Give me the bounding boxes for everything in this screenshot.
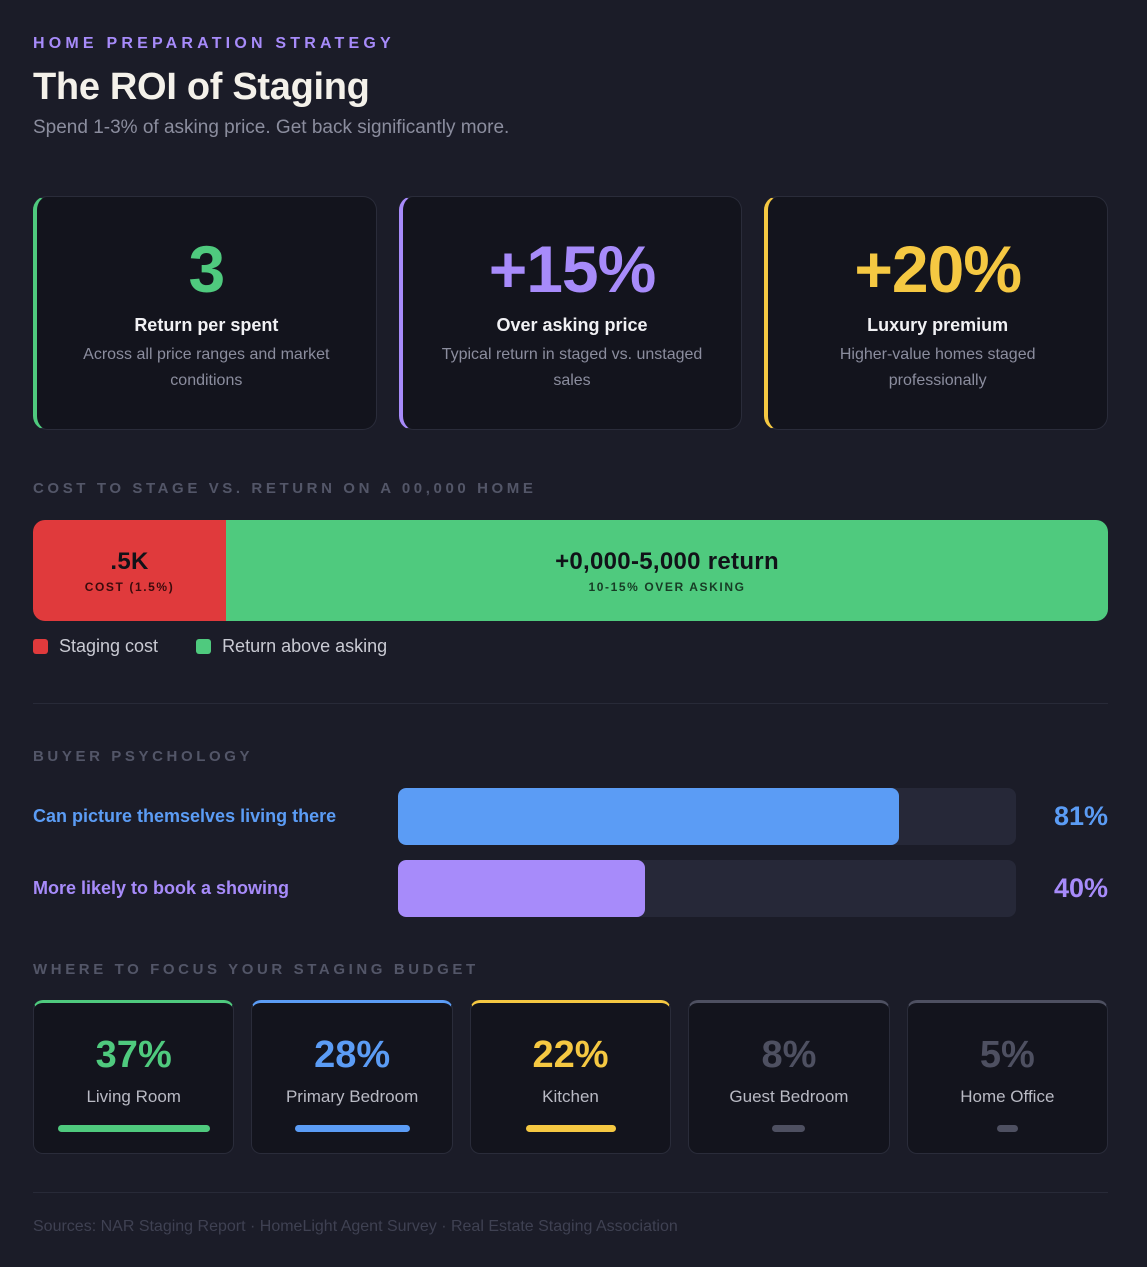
- budget-card-home-office: 5% Home Office: [906, 1000, 1109, 1154]
- budget-percent: 8%: [761, 1034, 817, 1076]
- return-value: +0,000-5,000 return: [555, 547, 779, 575]
- budget-bar: [294, 1125, 410, 1132]
- psychology-fill: [398, 788, 899, 845]
- psychology-value: 40%: [1053, 873, 1108, 903]
- legend-swatch: [33, 639, 48, 654]
- budget-percent: 37%: [95, 1034, 172, 1076]
- psychology-label: Can picture themselves living there: [33, 806, 337, 826]
- divider: [33, 1192, 1108, 1193]
- budget-room: Home Office: [960, 1087, 1055, 1106]
- cost-segment: .5K COST (1.5%): [33, 520, 226, 621]
- stat-desc: Typical return in staged vs. unstaged sa…: [441, 346, 703, 389]
- budget-percent: 28%: [314, 1034, 391, 1076]
- cost-section-label: COST TO STAGE VS. RETURN ON A 00,000 HOM…: [33, 480, 537, 497]
- page-title: The ROI of Staging: [33, 66, 370, 108]
- budget-bar: [996, 1125, 1018, 1132]
- stat-cards: 3 Return per spent Across all price rang…: [33, 196, 1109, 430]
- cost-return-bar: .5K COST (1.5%) +0,000-5,000 return 10-1…: [33, 520, 1108, 621]
- stat-label: Return per spent: [134, 315, 279, 335]
- legend-label: Return above asking: [222, 636, 388, 656]
- psychology-track: [398, 788, 1016, 845]
- psychology-label: More likely to book a showing: [33, 878, 290, 898]
- legend-swatch: [196, 639, 212, 654]
- budget-room: Guest Bedroom: [729, 1087, 849, 1106]
- budget-card-living-room: 37% Living Room: [33, 1000, 235, 1154]
- budget-section-label: WHERE TO FOCUS YOUR STAGING BUDGET: [33, 961, 479, 978]
- stat-desc: Higher-value homes staged professionally: [839, 346, 1036, 389]
- budget-bar: [772, 1125, 806, 1132]
- budget-card-kitchen: 22% Kitchen: [469, 1000, 672, 1154]
- budget-room: Primary Bedroom: [285, 1087, 419, 1106]
- stat-value: 3: [188, 232, 225, 306]
- stat-label: Over asking price: [496, 315, 648, 335]
- budget-bar: [57, 1125, 210, 1132]
- cost-legend: Staging cost Return above asking: [33, 636, 387, 657]
- psychology-value: 81%: [1053, 801, 1108, 831]
- psychology-row-picture: Can picture themselves living there 81%: [33, 788, 1108, 845]
- legend-label: Staging cost: [59, 636, 159, 656]
- budget-card-guest-bedroom: 8% Guest Bedroom: [688, 1000, 890, 1154]
- budget-bar: [525, 1125, 616, 1132]
- psychology-fill: [398, 860, 646, 917]
- divider: [33, 703, 1108, 704]
- return-segment: +0,000-5,000 return 10-15% OVER ASKING: [226, 520, 1108, 621]
- stat-card-return: 3 Return per spent Across all price rang…: [33, 196, 377, 430]
- budget-room: Kitchen: [542, 1087, 599, 1106]
- psychology-track: [398, 860, 1016, 917]
- budget-cards: 37% Living Room 28% Primary Bedroom 22% …: [33, 1000, 1109, 1154]
- sources-footnote: Sources: NAR Staging Report · HomeLight …: [33, 1218, 678, 1235]
- budget-percent: 5%: [979, 1034, 1035, 1076]
- stat-label: Luxury premium: [867, 315, 1009, 335]
- stat-value: +20%: [854, 232, 1022, 306]
- page-subtitle: Spend 1-3% of asking price. Get back sig…: [33, 117, 510, 138]
- stat-card-luxury: +20% Luxury premium Higher-value homes s…: [764, 196, 1109, 430]
- return-sub: 10-15% OVER ASKING: [588, 579, 746, 594]
- budget-percent: 22%: [532, 1034, 609, 1076]
- cost-sub: COST (1.5%): [84, 579, 175, 594]
- budget-card-primary-bedroom: 28% Primary Bedroom: [251, 1000, 453, 1154]
- legend-item-return: Return above asking: [196, 636, 387, 657]
- stat-desc: Across all price ranges and market condi…: [83, 346, 330, 389]
- stat-value: +15%: [488, 232, 657, 306]
- cost-value: .5K: [110, 547, 149, 575]
- psychology-row-showing: More likely to book a showing 40%: [33, 860, 1108, 917]
- eyebrow-label: HOME PREPARATION STRATEGY: [33, 35, 395, 52]
- legend-item-cost: Staging cost: [33, 636, 158, 657]
- stat-card-over-asking: +15% Over asking price Typical return in…: [398, 196, 743, 430]
- budget-room: Living Room: [86, 1087, 181, 1106]
- psychology-section-label: BUYER PSYCHOLOGY: [33, 748, 254, 765]
